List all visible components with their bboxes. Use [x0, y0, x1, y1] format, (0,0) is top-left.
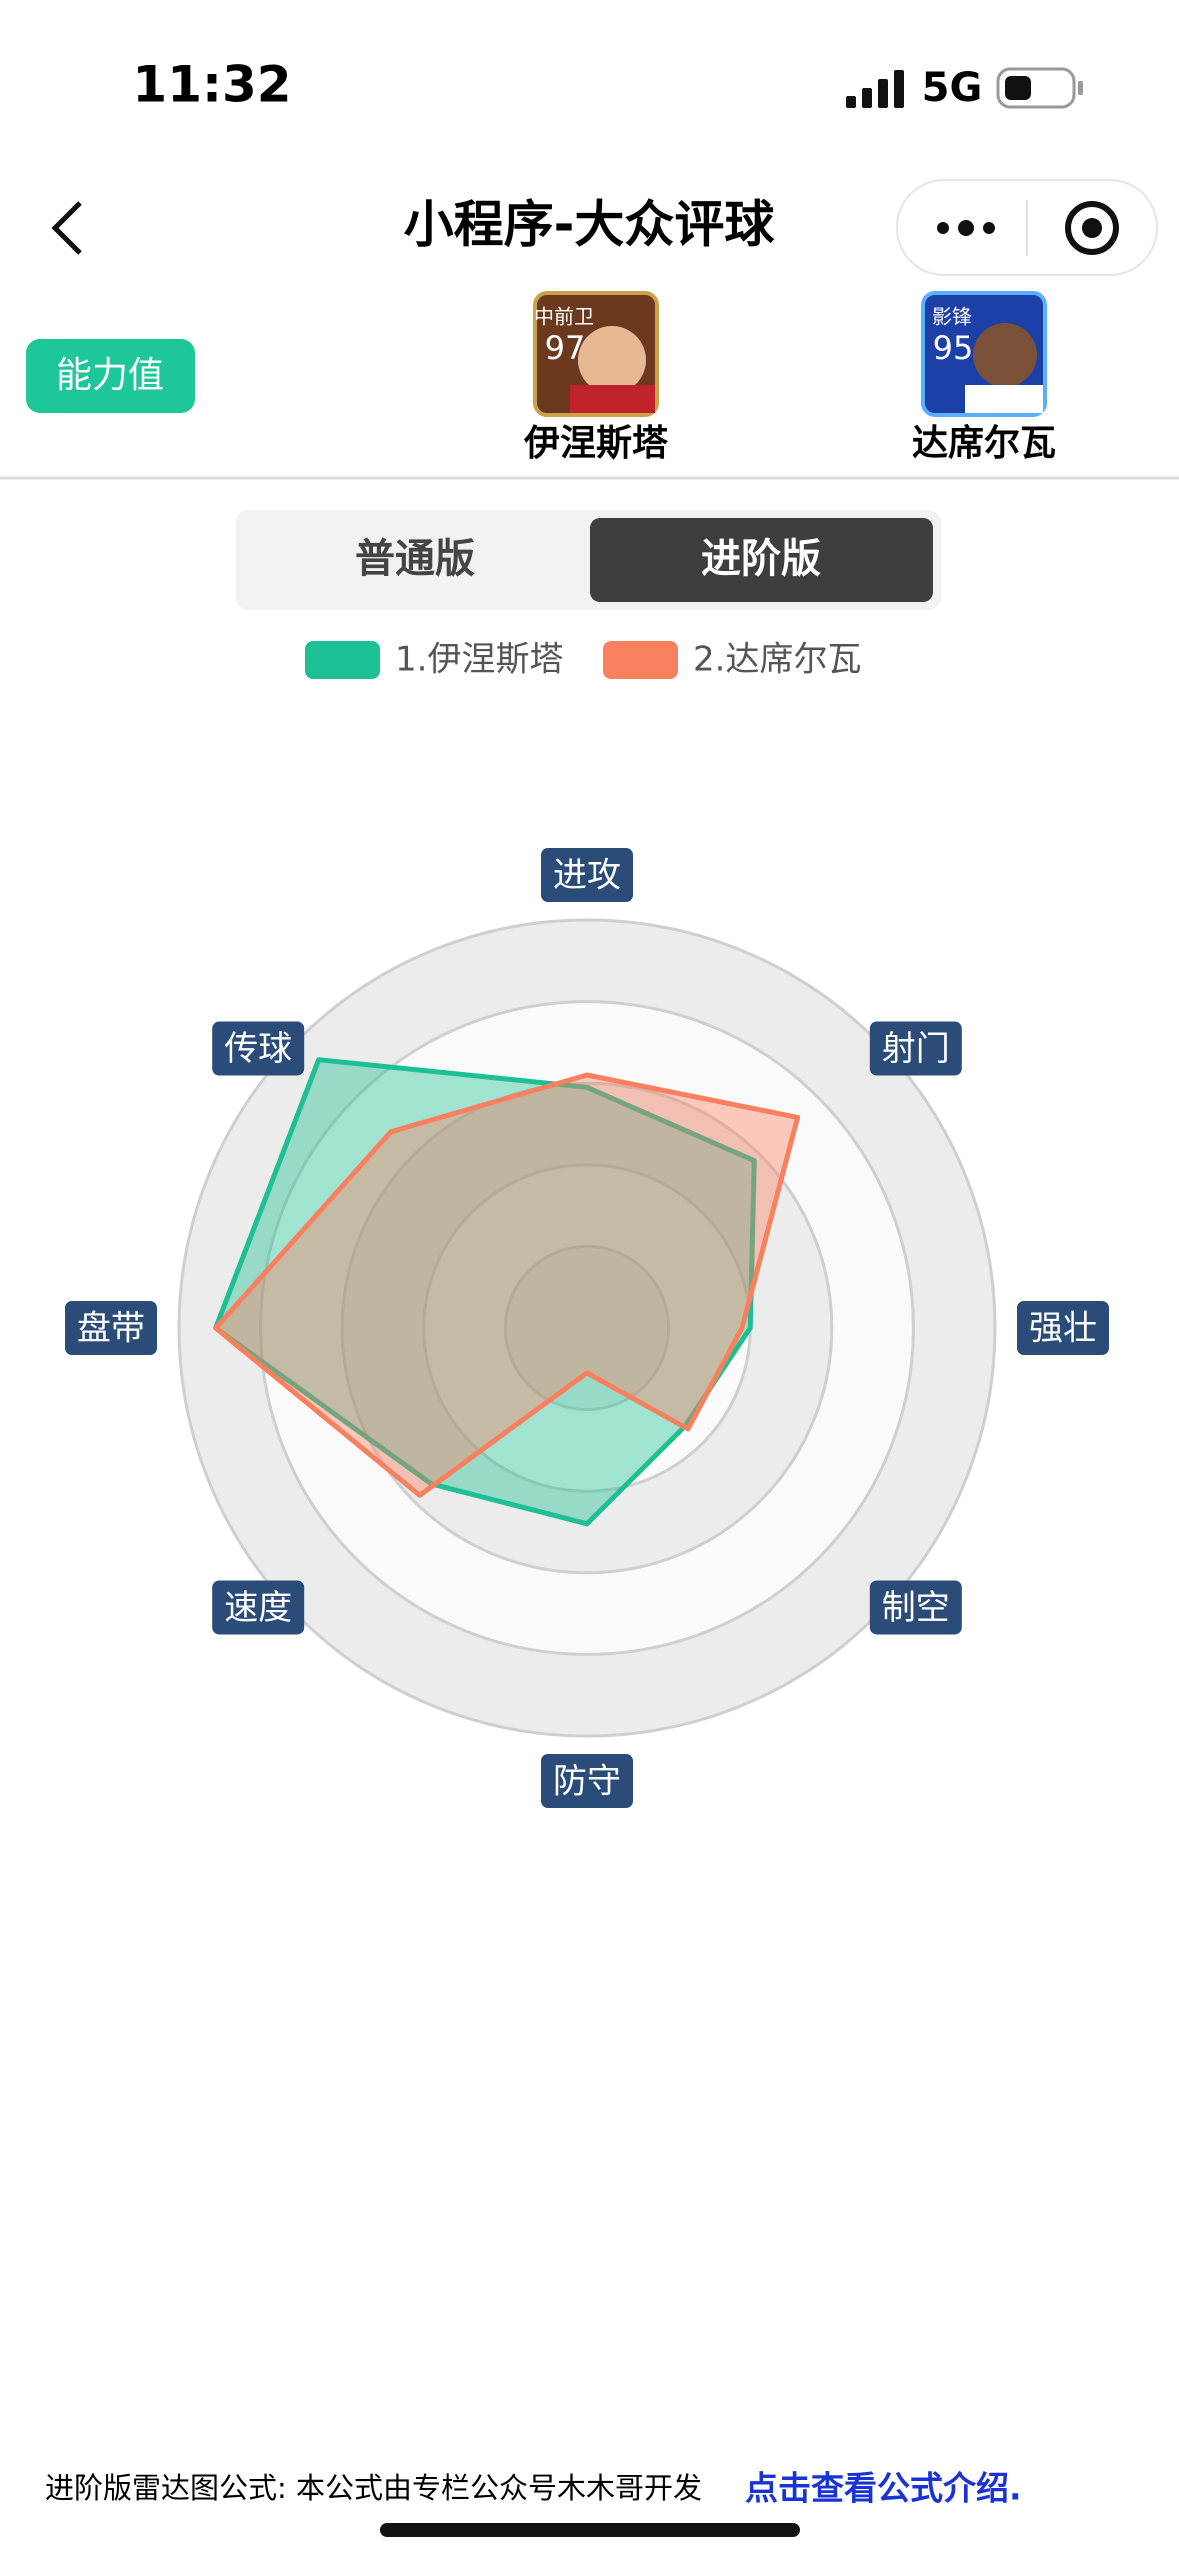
grid-ring — [503, 1244, 671, 1412]
tab-active[interactable] — [590, 518, 933, 602]
player-rating: 97 — [545, 329, 586, 367]
axis-label: 进攻 — [553, 856, 621, 896]
axis-label: 制空 — [882, 1588, 950, 1628]
axis-label-bg — [1017, 1301, 1109, 1355]
footer-link[interactable]: 点击查看公式介绍. — [745, 2469, 1022, 2508]
tag: 能力值 — [56, 355, 164, 396]
axis-label: 传球 — [224, 1029, 292, 1069]
axis-label-bg — [212, 1021, 305, 1076]
axis-label-bg — [212, 1580, 305, 1635]
capsule[interactable] — [896, 179, 1158, 276]
axis-label-bg — [541, 848, 633, 902]
axis-label: 防守 — [553, 1762, 621, 1802]
axis-label: 射门 — [882, 1029, 950, 1069]
tag-bg — [26, 339, 195, 413]
legend: 1.伊涅斯塔 2.达席尔瓦 — [305, 640, 861, 680]
axis-label-bg — [869, 1021, 962, 1076]
legend-label: 2.达席尔瓦 — [693, 640, 861, 680]
nav-title: 小程序-大众评球 — [404, 196, 776, 254]
network: 5G — [922, 65, 983, 111]
home-indicator — [380, 2523, 800, 2537]
player-name: 伊涅斯塔 — [523, 423, 669, 464]
axis-label: 强壮 — [1029, 1309, 1097, 1349]
player-card[interactable]: 影锋 95 — [921, 291, 1047, 417]
axis-label: 盘带 — [77, 1309, 145, 1349]
axis-label-bg — [869, 1580, 962, 1635]
axis-label: 速度 — [224, 1588, 292, 1628]
tab[interactable]: 进阶版 — [701, 536, 821, 582]
battery — [996, 67, 1083, 109]
legend-swatch — [305, 641, 380, 679]
back-button[interactable] — [51, 201, 82, 255]
footer-text: 进阶版雷达图公式: 本公式由专栏公众号木木哥开发 — [45, 2471, 702, 2505]
axis-label-bg — [541, 1754, 633, 1808]
legend-swatch — [603, 641, 678, 679]
status-time: 11:32 — [132, 56, 291, 114]
player-card[interactable]: 中前卫 97 — [533, 291, 659, 417]
player-rating: 95 — [933, 329, 974, 367]
player-name: 达席尔瓦 — [912, 423, 1056, 464]
player-position: 中前卫 — [534, 305, 594, 329]
tab[interactable]: 普通版 — [355, 536, 475, 582]
axis-label-bg — [65, 1301, 157, 1355]
radar-area — [213, 1072, 801, 1498]
legend-label: 1.伊涅斯塔 — [395, 640, 563, 680]
signal — [846, 70, 904, 108]
player-position: 影锋 — [932, 305, 972, 329]
